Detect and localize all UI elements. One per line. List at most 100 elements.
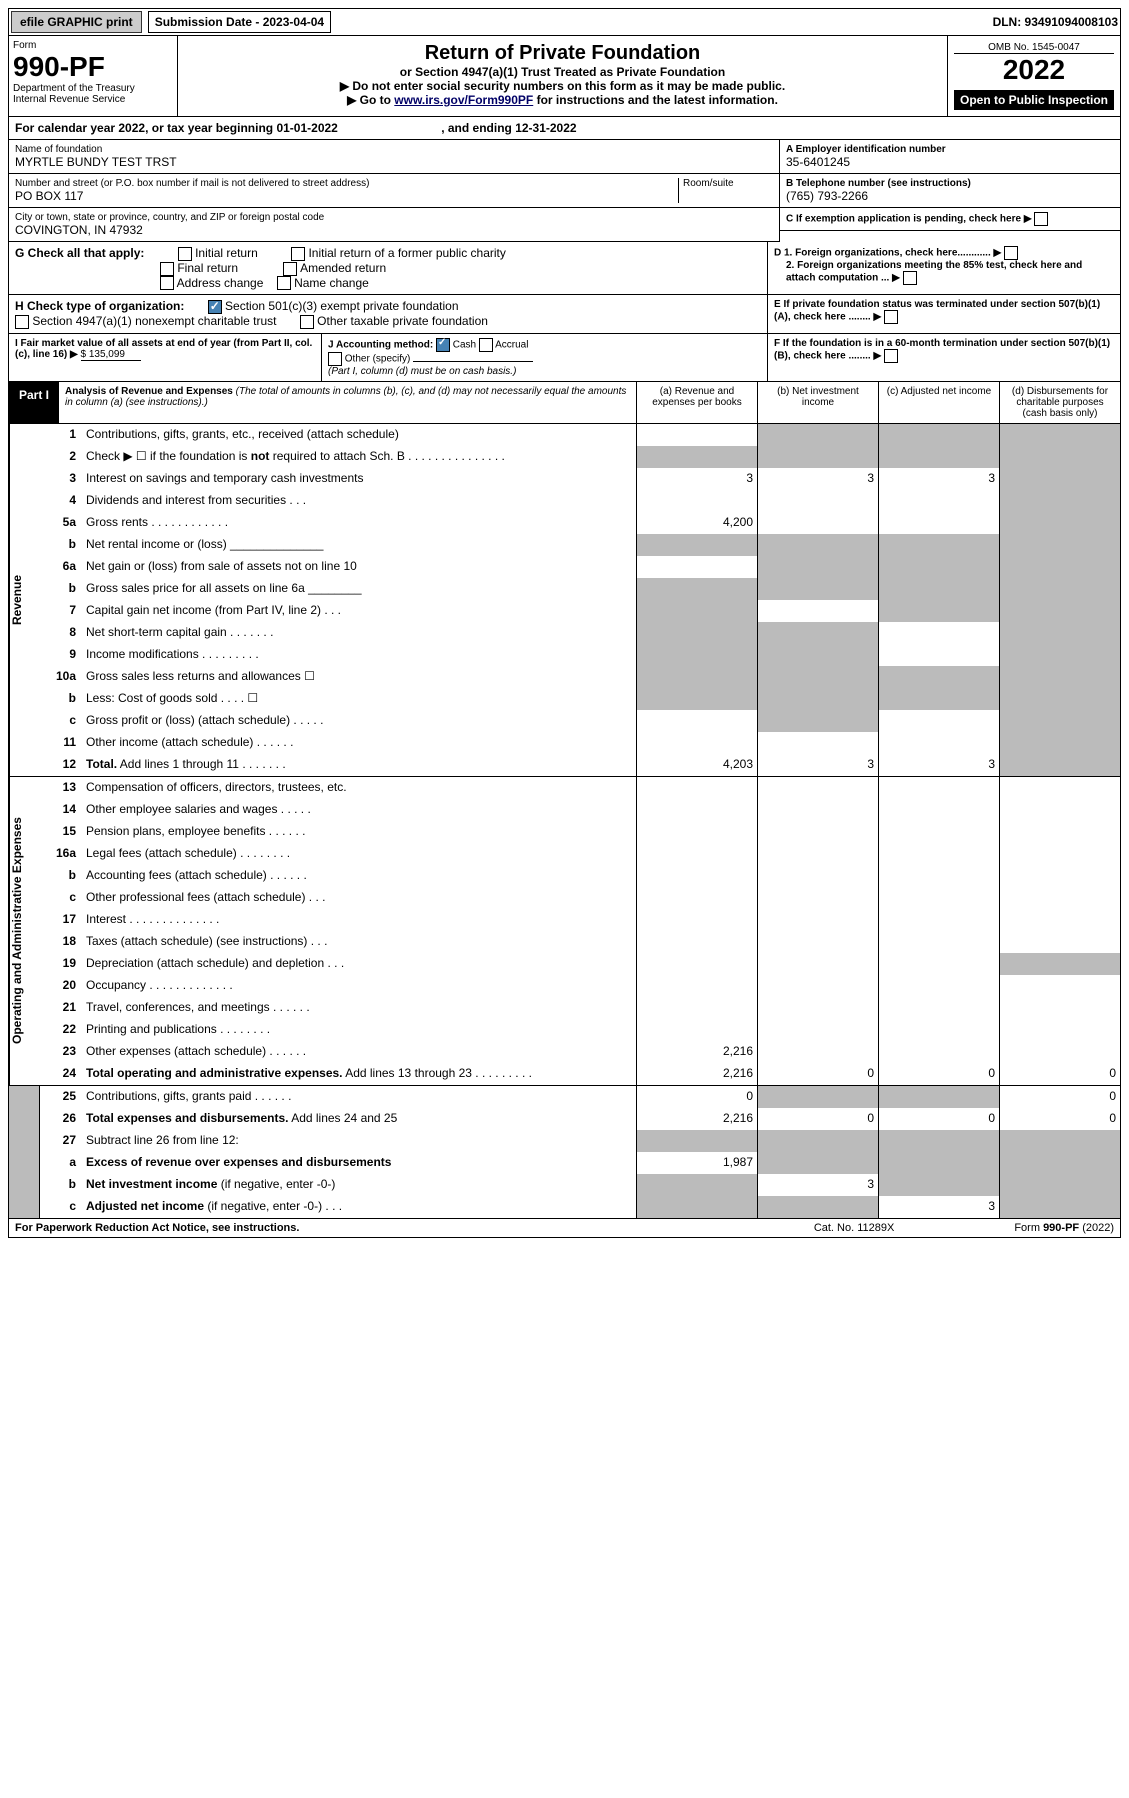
- cell-value: [999, 975, 1120, 997]
- expenses-label: Operating and Administrative Expenses: [9, 777, 40, 1085]
- cell-value: [878, 931, 999, 953]
- f-checkbox[interactable]: [884, 349, 898, 363]
- cell-shaded: [636, 534, 757, 556]
- cell-value: [636, 997, 757, 1019]
- cell-shaded: [878, 666, 999, 688]
- j-accrual[interactable]: [479, 338, 493, 352]
- cell-shaded: [878, 1152, 999, 1174]
- line-no: 1: [40, 424, 82, 446]
- cell-shaded: [757, 534, 878, 556]
- irs-label: Internal Revenue Service: [13, 94, 173, 105]
- table-row: bAccounting fees (attach schedule) . . .…: [40, 865, 1120, 887]
- cell-shaded: [878, 446, 999, 468]
- table-row: bNet investment income (if negative, ent…: [40, 1174, 1120, 1196]
- expenses-section: Operating and Administrative Expenses 13…: [9, 776, 1120, 1085]
- line-no: b: [40, 688, 82, 710]
- cell-shaded: [636, 666, 757, 688]
- cell-value: [757, 843, 878, 865]
- cell-shaded: [999, 953, 1120, 975]
- line-no: 2: [40, 446, 82, 468]
- line-text: Other professional fees (attach schedule…: [82, 887, 636, 909]
- cell-value: [636, 821, 757, 843]
- cell-shaded: [636, 1174, 757, 1196]
- cell-shaded: [757, 446, 878, 468]
- cell-value: 4,200: [636, 512, 757, 534]
- cell-shaded: [999, 1152, 1120, 1174]
- cell-value: [757, 732, 878, 754]
- g-address[interactable]: [160, 276, 174, 290]
- line-text: Gross profit or (loss) (attach schedule)…: [82, 710, 636, 732]
- efile-button[interactable]: efile GRAPHIC print: [11, 11, 142, 33]
- line-text: Gross rents . . . . . . . . . . . .: [82, 512, 636, 534]
- line-no: 27: [40, 1130, 82, 1152]
- room-suite: Room/suite: [678, 178, 773, 203]
- footer: For Paperwork Reduction Act Notice, see …: [8, 1219, 1121, 1238]
- cell-shaded: [757, 1152, 878, 1174]
- table-row: 27Subtract line 26 from line 12:: [40, 1130, 1120, 1152]
- line-no: 12: [40, 754, 82, 776]
- cell-shaded: [757, 622, 878, 644]
- line-no: 25: [40, 1086, 82, 1108]
- cell-value: [636, 710, 757, 732]
- cell-shaded: [878, 1174, 999, 1196]
- line-no: 24: [40, 1063, 82, 1085]
- line-no: 23: [40, 1041, 82, 1063]
- table-row: aExcess of revenue over expenses and dis…: [40, 1152, 1120, 1174]
- tax-year: 2022: [954, 54, 1114, 86]
- g-amended[interactable]: [283, 262, 297, 276]
- g-name[interactable]: [277, 276, 291, 290]
- j-cash[interactable]: [436, 338, 450, 352]
- d2-checkbox[interactable]: [903, 271, 917, 285]
- cell-shaded: [999, 490, 1120, 512]
- form-link[interactable]: www.irs.gov/Form990PF: [394, 93, 533, 107]
- table-row: 1Contributions, gifts, grants, etc., rec…: [40, 424, 1120, 446]
- line-text: Check ▶ ☐ if the foundation is not requi…: [82, 446, 636, 468]
- open-to-public: Open to Public Inspection: [954, 90, 1114, 110]
- line-text: Net investment income (if negative, ente…: [82, 1174, 636, 1196]
- cell-value: [757, 865, 878, 887]
- j-other[interactable]: [328, 352, 342, 366]
- cell-shaded: [757, 556, 878, 578]
- line-text: Net short-term capital gain . . . . . . …: [82, 622, 636, 644]
- table-row: 26Total expenses and disbursements. Add …: [40, 1108, 1120, 1130]
- table-row: 4Dividends and interest from securities …: [40, 490, 1120, 512]
- cell-shaded: [636, 446, 757, 468]
- line-text: Contributions, gifts, grants, etc., rece…: [82, 424, 636, 446]
- cell-value: 0: [878, 1063, 999, 1085]
- h-501c3[interactable]: [208, 300, 222, 314]
- cell-value: [999, 931, 1120, 953]
- line-text: Occupancy . . . . . . . . . . . . .: [82, 975, 636, 997]
- h-4947[interactable]: [15, 315, 29, 329]
- cell-shaded: [757, 1130, 878, 1152]
- cell-value: 0: [999, 1063, 1120, 1085]
- cell-value: [999, 799, 1120, 821]
- table-row: 20Occupancy . . . . . . . . . . . . .: [40, 975, 1120, 997]
- fmv-amount: $ 135,099: [81, 349, 141, 361]
- revenue-label: Revenue: [9, 424, 40, 776]
- cell-value: [878, 865, 999, 887]
- e-checkbox[interactable]: [884, 310, 898, 324]
- cell-shaded: [636, 600, 757, 622]
- cell-shaded: [999, 710, 1120, 732]
- cell-shaded: [999, 468, 1120, 490]
- line-no: 20: [40, 975, 82, 997]
- submission-date: Submission Date - 2023-04-04: [148, 11, 331, 33]
- name-cell: Name of foundation MYRTLE BUNDY TEST TRS…: [9, 140, 779, 174]
- line-text: Depreciation (attach schedule) and deple…: [82, 953, 636, 975]
- g-final[interactable]: [160, 262, 174, 276]
- g-initial[interactable]: [178, 247, 192, 261]
- part-1-label: Part I: [9, 382, 59, 423]
- d1-checkbox[interactable]: [1004, 246, 1018, 260]
- cell-shaded: [999, 732, 1120, 754]
- cell-value: [757, 490, 878, 512]
- line-text: Legal fees (attach schedule) . . . . . .…: [82, 843, 636, 865]
- g-former[interactable]: [291, 247, 305, 261]
- cell-value: [757, 953, 878, 975]
- line-text: Interest . . . . . . . . . . . . . .: [82, 909, 636, 931]
- cell-value: 0: [999, 1086, 1120, 1108]
- cell-value: [999, 821, 1120, 843]
- c-checkbox[interactable]: [1034, 212, 1048, 226]
- table-row: 23Other expenses (attach schedule) . . .…: [40, 1041, 1120, 1063]
- h-other[interactable]: [300, 315, 314, 329]
- line-no: 10a: [40, 666, 82, 688]
